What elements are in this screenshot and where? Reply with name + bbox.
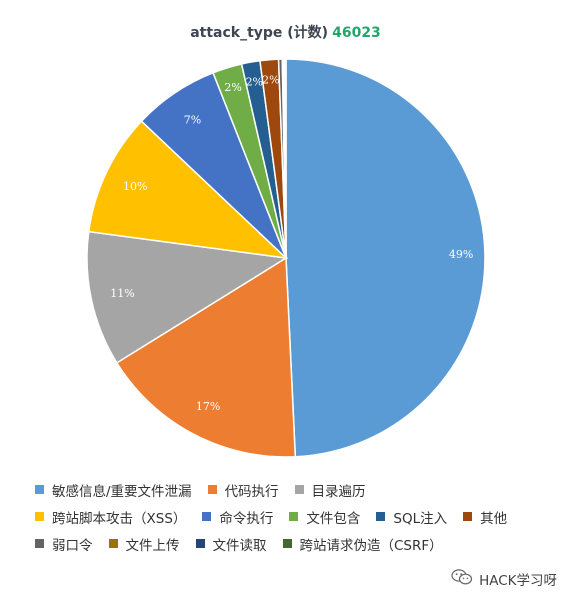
legend-label: 其他 [480, 510, 508, 527]
data-label: 2% [246, 76, 263, 89]
data-label: 49% [449, 248, 473, 261]
data-label: 2% [224, 81, 241, 94]
legend-item[interactable]: 其他 [463, 507, 507, 527]
legend-swatch [289, 512, 299, 521]
legend-label: 跨站脚本攻击（XSS） [52, 510, 187, 527]
watermark-text: HACK学习呀 [479, 573, 557, 589]
pie-chart: 49%17%11%10%7%2% 2% 2% [86, 58, 486, 458]
chart-title-text: attack_type (计数) [190, 25, 329, 41]
data-label: 10% [123, 180, 147, 193]
legend-item[interactable]: 跨站请求伪造（CSRF） [282, 534, 443, 554]
legend-swatch [195, 539, 205, 548]
chart-title: attack_type (计数) 46023 [0, 22, 571, 42]
legend-swatch [35, 539, 44, 548]
legend-label: SQL注入 [393, 510, 448, 527]
data-label: 17% [196, 400, 220, 413]
legend-item[interactable]: 代码执行 [207, 480, 279, 500]
legend-swatch [376, 512, 386, 521]
chart-legend: 敏感信息/重要文件泄漏 代码执行 目录遍历跨站脚本攻击（XSS） 命令执行 文件包含 SQ… [35, 476, 555, 557]
legend-swatch [35, 512, 44, 521]
legend-label: 命令执行 [219, 510, 274, 527]
legend-label: 文件包含 [306, 510, 361, 527]
pie-slice [86, 230, 289, 364]
pie-slice [284, 58, 287, 259]
legend-row: 敏感信息/重要文件泄漏 代码执行 目录遍历 [35, 476, 555, 503]
pie-slice [87, 120, 289, 260]
legend-label: 弱口令 [52, 537, 93, 554]
chart-total-count: 46023 [332, 25, 381, 41]
legend-swatch [282, 539, 292, 548]
pie-slice [115, 256, 297, 458]
legend-label: 文件读取 [212, 537, 267, 554]
legend-item[interactable]: SQL注入 [376, 507, 447, 527]
legend-item[interactable]: 敏感信息/重要文件泄漏 [35, 480, 192, 500]
legend-swatch [202, 512, 212, 521]
legend-label: 敏感信息/重要文件泄漏 [52, 483, 192, 500]
wechat-icon [451, 568, 473, 590]
legend-label: 文件上传 [125, 537, 180, 554]
legend-swatch [207, 485, 217, 494]
legend-item[interactable]: 文件读取 [195, 534, 267, 554]
legend-label: 跨站请求伪造（CSRF） [299, 537, 443, 554]
legend-item[interactable]: 文件上传 [108, 534, 180, 554]
legend-item[interactable]: 文件包含 [289, 507, 360, 527]
legend-item[interactable]: 跨站脚本攻击（XSS） [35, 507, 186, 527]
data-label: 11% [110, 287, 134, 300]
legend-item[interactable]: 目录遍历 [294, 480, 366, 500]
legend-swatch [108, 539, 118, 548]
legend-row: 跨站脚本攻击（XSS） 命令执行 文件包含 SQL注入 其他 [35, 503, 555, 530]
legend-label: 代码执行 [224, 483, 279, 500]
legend-item[interactable]: 弱口令 [35, 534, 93, 554]
legend-row: 弱口令 文件上传 文件读取 跨站请求伪造（CSRF） [35, 530, 555, 557]
watermark: HACK学习呀 [451, 568, 557, 590]
legend-swatch [463, 512, 473, 521]
pie-slice [285, 58, 486, 458]
data-label: 2% [262, 74, 279, 87]
data-label: 7% [184, 114, 201, 127]
legend-swatch [294, 485, 304, 494]
legend-label: 目录遍历 [311, 483, 366, 500]
legend-item[interactable]: 命令执行 [202, 507, 273, 527]
legend-swatch [35, 485, 44, 494]
